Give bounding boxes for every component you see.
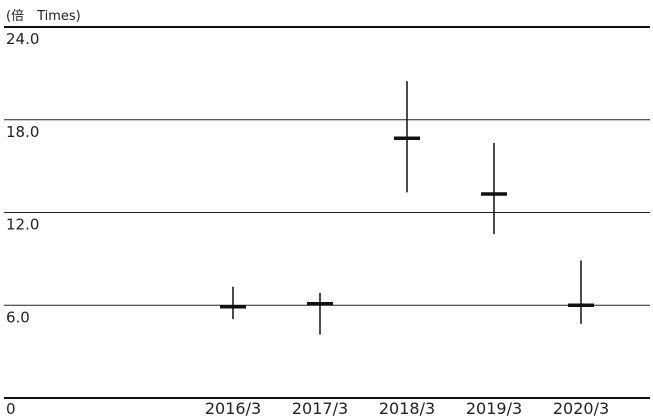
- y-tick-label: 6.0: [6, 308, 30, 326]
- x-tick-labels: 2016/3 2017/3 2018/3 2019/3 2020/3: [205, 399, 609, 418]
- x-tick-label: 2019/3: [466, 399, 522, 418]
- y-tick-label: 18.0: [6, 123, 39, 141]
- x-tick-label: 2018/3: [379, 399, 435, 418]
- x-tick-label: 2016/3: [205, 399, 261, 418]
- x-tick-label: 2017/3: [292, 399, 348, 418]
- y-tick-label: 0: [6, 400, 16, 418]
- x-tick-label: 2020/3: [553, 399, 609, 418]
- gridlines: [4, 26, 650, 399]
- unit-label: (倍 Times): [6, 9, 81, 24]
- y-tick-labels: 24.0 18.0 12.0 6.0 0: [6, 30, 39, 418]
- range-marks: [220, 81, 594, 335]
- y-tick-label: 12.0: [6, 216, 39, 234]
- y-tick-label: 24.0: [6, 30, 39, 48]
